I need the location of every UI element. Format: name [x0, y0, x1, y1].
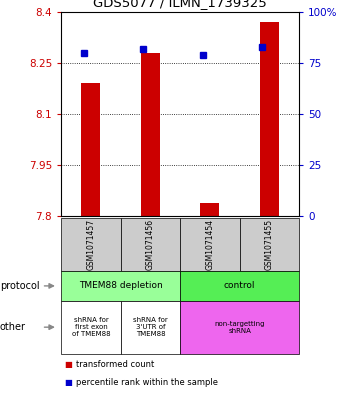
Bar: [200, 202, 219, 216]
Text: GSM1071454: GSM1071454: [205, 219, 215, 270]
Bar: [141, 53, 160, 216]
Text: protocol: protocol: [0, 281, 40, 291]
Text: other: other: [0, 322, 26, 332]
Text: control: control: [224, 281, 255, 290]
Text: ■: ■: [65, 378, 72, 387]
Text: percentile rank within the sample: percentile rank within the sample: [76, 378, 219, 387]
Text: shRNA for
first exon
of TMEM88: shRNA for first exon of TMEM88: [72, 317, 110, 337]
Text: GSM1071455: GSM1071455: [265, 219, 274, 270]
Title: GDS5077 / ILMN_1739325: GDS5077 / ILMN_1739325: [93, 0, 267, 9]
Bar: [260, 22, 279, 216]
Text: GSM1071456: GSM1071456: [146, 219, 155, 270]
Text: non-targetting
shRNA: non-targetting shRNA: [215, 321, 265, 334]
Text: ■: ■: [65, 360, 72, 369]
Text: TMEM88 depletion: TMEM88 depletion: [79, 281, 163, 290]
Text: shRNA for
3'UTR of
TMEM88: shRNA for 3'UTR of TMEM88: [133, 317, 168, 337]
Text: transformed count: transformed count: [76, 360, 155, 369]
Text: GSM1071457: GSM1071457: [86, 219, 96, 270]
Bar: [81, 83, 101, 216]
